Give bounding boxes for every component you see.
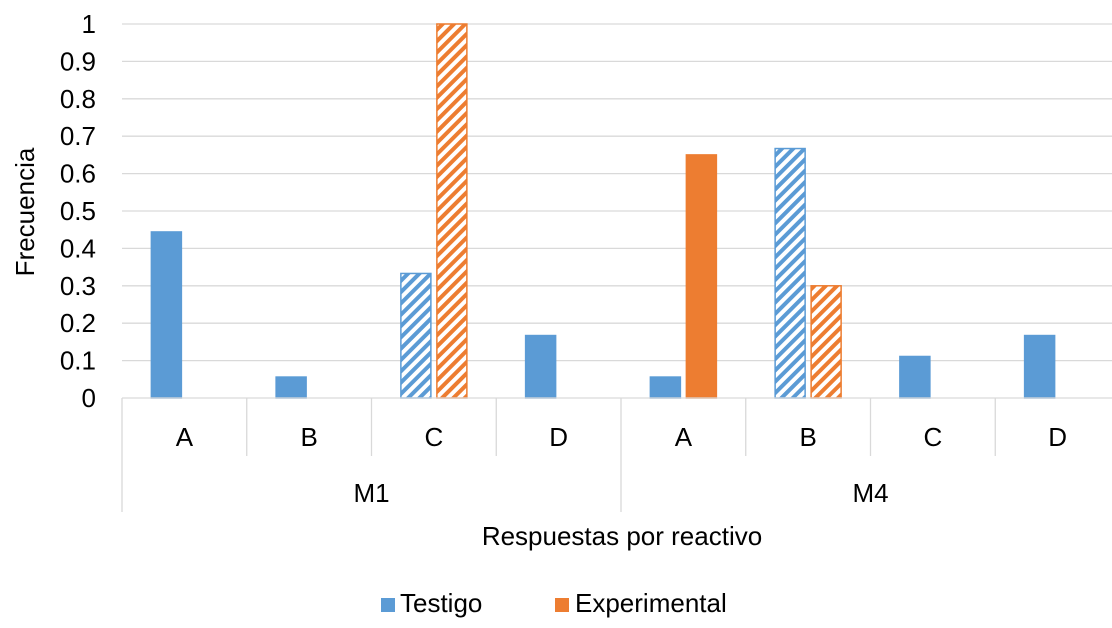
bar-testigo-7: [1023, 334, 1056, 399]
x-tick-label: A: [675, 422, 693, 452]
x-axis-label: Respuestas por reactivo: [482, 521, 762, 551]
bar-testigo-6: [899, 355, 931, 399]
bars: [150, 23, 1056, 399]
legend-swatch-testigo: [381, 598, 395, 612]
y-tick-label: 0.2: [60, 308, 96, 338]
y-axis-label: Frecuencia: [10, 147, 40, 276]
y-tick-label: 0.3: [60, 271, 96, 301]
x-axis: A B C D A B C D M1 M4: [121, 397, 1112, 512]
bar-experimental-5: [810, 285, 842, 399]
bar-experimental-2: [436, 23, 468, 399]
y-tick-label: 0: [82, 383, 96, 413]
x-tick-label: C: [424, 422, 443, 452]
legend-label-testigo: Testigo: [400, 588, 482, 618]
gridlines: [122, 23, 1112, 362]
bar-testigo-2: [400, 272, 432, 399]
bar-testigo-1: [275, 376, 307, 399]
bar-testigo-3: [524, 334, 557, 399]
y-tick-label: 1: [82, 9, 96, 39]
x-tick-label: C: [923, 422, 942, 452]
y-tick-label: 0.7: [60, 121, 96, 151]
bar-testigo-4: [649, 376, 682, 399]
y-tick-label: 0.4: [60, 233, 96, 263]
group-label: M4: [852, 478, 888, 508]
y-axis-ticks: 0 0.1 0.2 0.3 0.4 0.5 0.6 0.7 0.8 0.9 1: [60, 9, 96, 413]
y-tick-label: 0.5: [60, 196, 96, 226]
x-tick-label: A: [176, 422, 194, 452]
x-tick-label: D: [549, 422, 568, 452]
bar-testigo-0: [150, 231, 183, 399]
y-tick-label: 0.6: [60, 159, 96, 189]
bar-experimental-4: [685, 154, 718, 399]
x-tick-label: D: [1048, 422, 1067, 452]
group-label: M1: [353, 478, 389, 508]
legend-label-experimental: Experimental: [575, 588, 727, 618]
bar-testigo-5: [774, 147, 806, 399]
y-tick-label: 0.8: [60, 84, 96, 114]
x-tick-label: B: [799, 422, 816, 452]
x-tick-label: B: [300, 422, 317, 452]
legend-swatch-experimental: [555, 598, 569, 612]
y-tick-label: 0.9: [60, 46, 96, 76]
legend: Testigo Experimental: [381, 588, 727, 618]
y-tick-label: 0.1: [60, 346, 96, 376]
